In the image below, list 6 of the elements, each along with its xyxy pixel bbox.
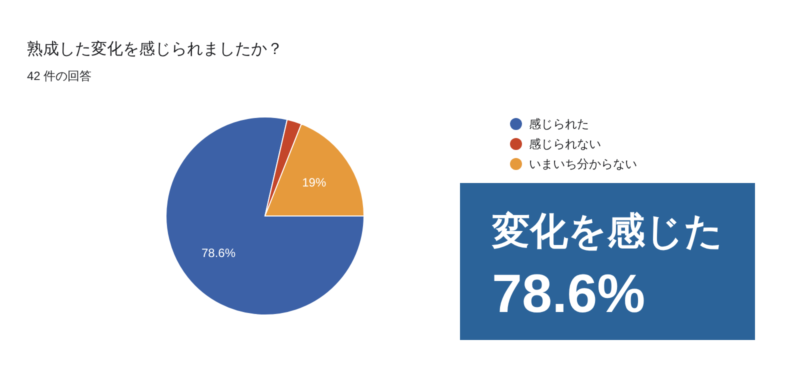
annotation-box: 変化を感じた 78.6%: [460, 183, 755, 340]
legend-label: 感じられた: [529, 117, 589, 131]
subtitle: 42 件の回答: [27, 69, 92, 83]
legend-label: いまいち分からない: [529, 157, 637, 171]
legend-label: 感じられない: [529, 137, 601, 151]
title: 熟成した変化を感じられましたか？: [27, 41, 283, 58]
